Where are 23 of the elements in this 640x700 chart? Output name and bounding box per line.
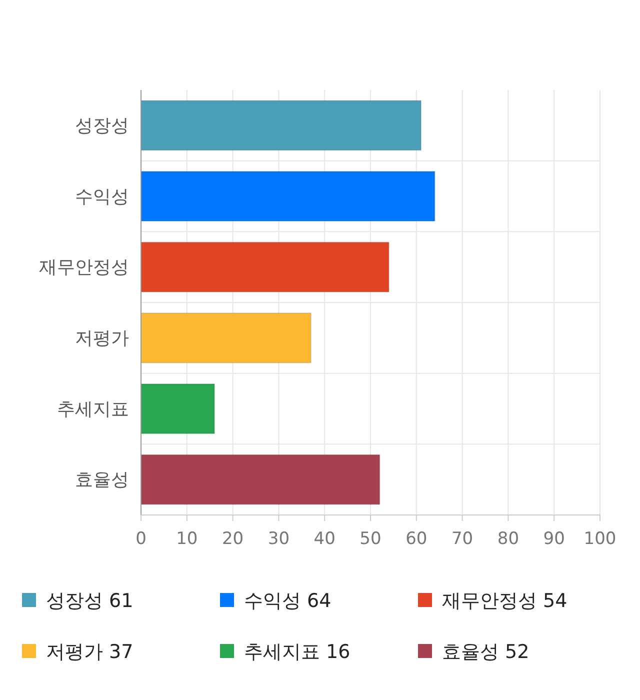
- x-tick-label: 70: [451, 529, 474, 549]
- x-tick-label: 50: [360, 529, 382, 549]
- y-tick-label: 성장성: [75, 115, 129, 136]
- x-tick-label: 100: [584, 529, 616, 549]
- x-tick-label: 60: [406, 529, 428, 549]
- legend-label: 저평가 37: [46, 641, 134, 663]
- legend-label: 추세지표 16: [244, 641, 350, 663]
- y-tick-label: 추세지표: [57, 398, 129, 420]
- legend-label: 수익성 64: [244, 590, 332, 612]
- x-tick-label: 80: [497, 529, 520, 549]
- x-tick-label: 90: [543, 529, 565, 549]
- y-tick-label: 재무안정성: [39, 257, 129, 278]
- x-tick-label: 20: [222, 529, 244, 549]
- x-tick-label: 10: [176, 529, 198, 549]
- y-tick-label: 저평가: [75, 328, 129, 349]
- x-tick-label: 0: [136, 529, 146, 549]
- x-tick-label: 40: [314, 529, 336, 549]
- y-tick-label: 효율성: [75, 470, 129, 491]
- legend-label: 효율성 52: [442, 641, 530, 663]
- y-tick-label: 수익성: [75, 186, 129, 208]
- legend-label: 성장성 61: [46, 590, 134, 612]
- x-tick-label: 30: [268, 529, 290, 549]
- legend-label: 재무안정성 54: [442, 590, 568, 612]
